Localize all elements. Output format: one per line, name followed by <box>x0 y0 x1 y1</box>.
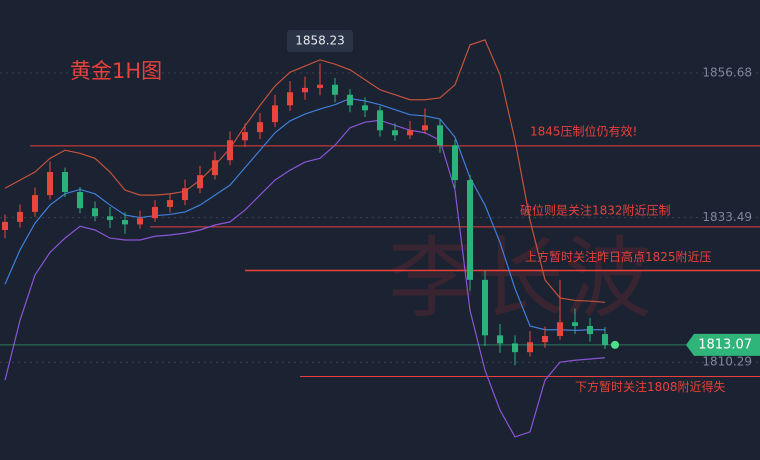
band-line <box>4 119 606 438</box>
candle-body <box>542 335 548 343</box>
candle-body <box>137 218 143 225</box>
peak-label: 1858.23 <box>295 34 345 48</box>
candle-body <box>377 110 383 131</box>
candle-body <box>92 208 98 217</box>
candle-body <box>332 84 338 95</box>
candle-body <box>227 140 233 161</box>
candle-body <box>77 191 83 209</box>
candle-body <box>557 322 563 336</box>
candle-body <box>47 172 53 196</box>
candle-body <box>167 200 173 207</box>
candle-body <box>497 335 503 344</box>
candle-body <box>302 87 308 93</box>
candle-body <box>347 94 353 106</box>
price-tag <box>686 333 760 356</box>
candle-body <box>587 325 593 335</box>
candle-body <box>107 216 113 221</box>
candle-body <box>242 132 248 141</box>
y-tick-label: 1856.68 <box>702 66 752 80</box>
y-tick-label: 1810.29 <box>702 355 752 369</box>
candle-body <box>122 220 128 225</box>
candle-body <box>197 175 203 189</box>
candle-body <box>317 84 323 88</box>
candle-body <box>437 125 443 146</box>
level-label: 上方暂时关注昨日高点1825附近压 <box>525 249 712 264</box>
candle-body <box>407 130 413 136</box>
candle-body <box>362 105 368 111</box>
candle-body <box>152 206 158 219</box>
candle-body <box>272 105 278 123</box>
y-tick-label: 1833.49 <box>702 210 752 224</box>
candle-body <box>2 221 8 230</box>
candle-body <box>512 343 518 353</box>
candle-body <box>467 180 473 280</box>
watermark: 李长波 <box>388 227 652 330</box>
candle-body <box>422 125 428 131</box>
level-label: 破位则是关注1832附近压制 <box>520 202 671 217</box>
band-line <box>4 39 606 303</box>
candle-body <box>527 342 533 353</box>
candle-body <box>602 334 608 345</box>
candle-body <box>182 188 188 201</box>
candle-body <box>17 211 23 222</box>
last-price-dot <box>611 340 619 349</box>
candle-body <box>257 122 263 133</box>
peak-box <box>287 30 353 52</box>
price-tag-label: 1813.07 <box>698 337 752 352</box>
level-label: 下方暂时关注1808附近得失 <box>575 379 726 394</box>
candle-body <box>62 172 68 192</box>
candle-body <box>287 92 293 106</box>
candle-body <box>452 145 458 181</box>
chart-title: 黄金1H图 <box>70 59 162 83</box>
candle-body <box>392 130 398 136</box>
candle-body <box>572 322 578 326</box>
candle-body <box>482 279 488 336</box>
level-label: 1845压制位仍有效! <box>530 123 637 138</box>
band-line <box>4 97 605 331</box>
candle-body <box>212 160 218 176</box>
candle-body <box>32 195 38 212</box>
